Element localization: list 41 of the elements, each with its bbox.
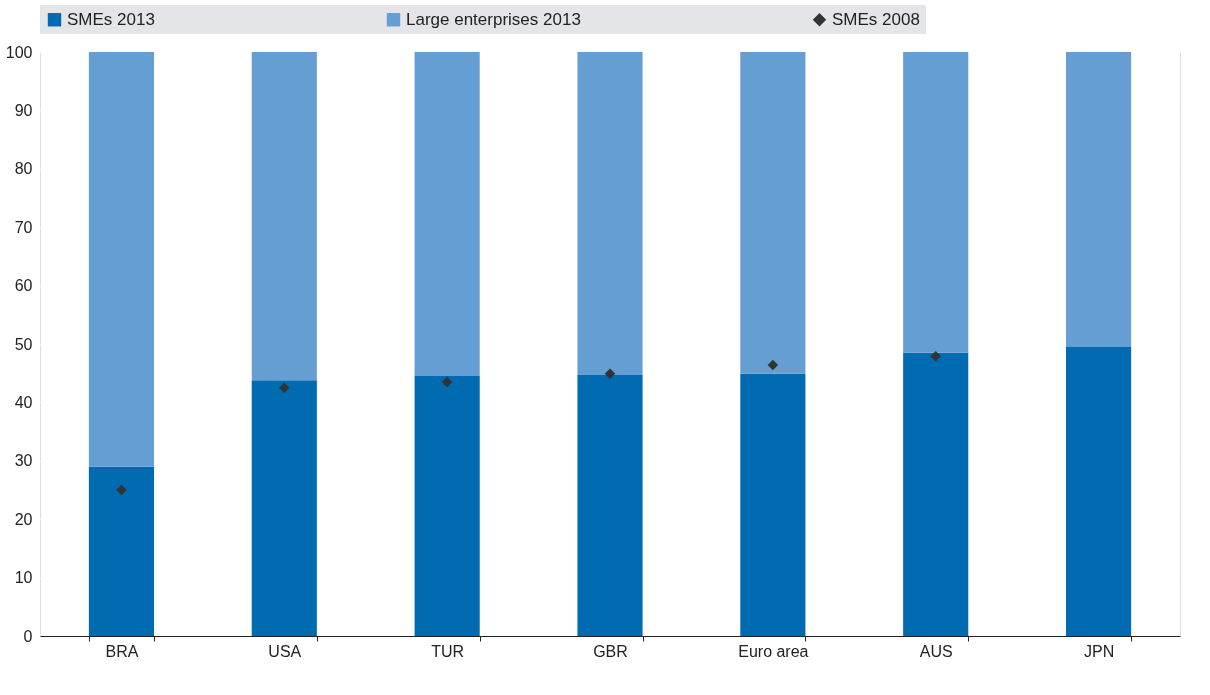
bar xyxy=(414,52,480,377)
bar xyxy=(88,52,154,467)
y-tick-label: 30 xyxy=(14,452,33,470)
bar xyxy=(740,373,806,636)
y-tick-label: 40 xyxy=(14,393,33,411)
bar xyxy=(903,352,969,636)
y-tick-label: 0 xyxy=(23,627,33,645)
y-tick-label: 70 xyxy=(14,218,33,236)
x-tick-label: JPN xyxy=(1083,642,1115,660)
legend-label: SMEs 2013 xyxy=(67,9,155,29)
point xyxy=(116,484,127,496)
point xyxy=(767,359,779,371)
y-tick-label: 90 xyxy=(14,101,33,119)
x-tick-label: BRA xyxy=(105,642,139,660)
y-tick-label: 80 xyxy=(14,160,33,178)
bar xyxy=(903,52,969,353)
y-tick-label: 60 xyxy=(14,277,33,295)
bar xyxy=(251,52,317,381)
x-tick-label: Euro area xyxy=(738,642,809,660)
bar xyxy=(740,52,806,374)
bar xyxy=(1066,346,1132,636)
point xyxy=(604,368,616,380)
point xyxy=(930,351,941,362)
x-tick-label: TUR xyxy=(431,642,465,660)
y-tick-label: 100 xyxy=(5,43,33,61)
y-tick-label: 10 xyxy=(14,569,33,587)
y-tick-label: 50 xyxy=(14,335,33,353)
x-tick-label: GBR xyxy=(593,642,628,660)
y-tick-label: 20 xyxy=(14,510,33,528)
bar xyxy=(577,374,643,636)
point xyxy=(441,376,453,388)
point xyxy=(279,382,290,394)
bar xyxy=(88,466,154,636)
bar xyxy=(414,376,480,636)
legend-label: Large enterprises 2013 xyxy=(406,9,581,29)
legend-label: SMEs 2008 xyxy=(832,9,920,29)
bar xyxy=(577,52,643,375)
x-tick-label: AUS xyxy=(919,642,953,660)
bar xyxy=(1066,52,1132,347)
bar xyxy=(251,380,317,636)
x-tick-label: USA xyxy=(268,642,302,660)
